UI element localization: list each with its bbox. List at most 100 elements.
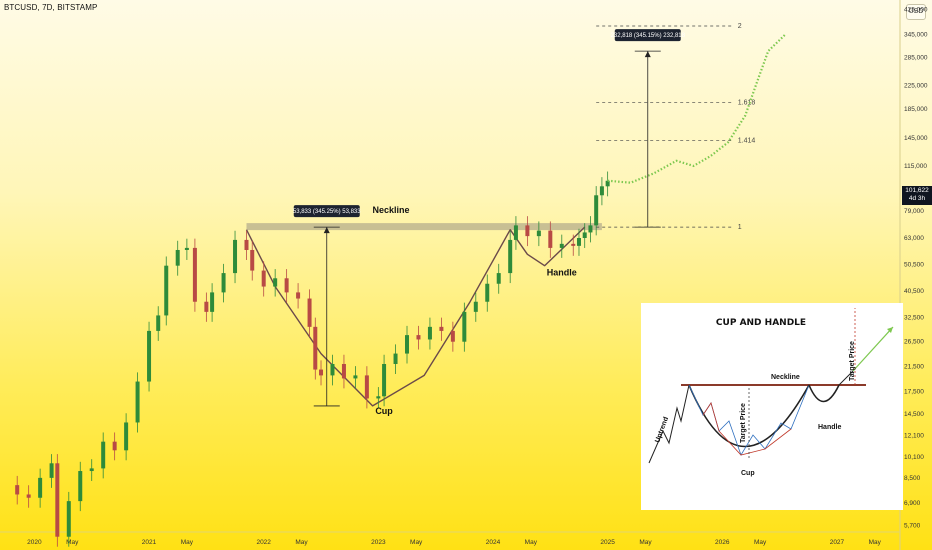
measure-cup-tooltip: 53,833 (345.25%) 53,833 [293,209,361,215]
x-tick-label: 2023 [371,539,386,546]
measure-target-tooltip: 232,818 (345.15%) 232,818 [611,33,686,39]
candle-body [496,273,501,284]
x-tick-label: May [754,539,767,546]
inset-cup-curve [688,384,810,448]
candle-body [508,239,513,274]
x-tick-label: 2024 [486,539,501,546]
candle-body [605,180,610,187]
countdown-value: 4d 3h [908,195,926,202]
y-tick-label: 14,500 [904,411,924,418]
candle-body [221,273,226,293]
inset-arrow-head [887,327,893,333]
candle-body [599,186,604,196]
candle-body [210,292,215,312]
candle-body [330,363,335,376]
y-tick-label: 285,000 [904,54,928,61]
candle-body [66,501,71,537]
y-tick-label: 345,000 [904,31,928,38]
fib-level-label: 1 [738,224,742,231]
candle-body [184,247,189,250]
candle-body [164,265,169,316]
candle-body [284,278,289,293]
candle-body [513,225,518,240]
last-price-label: 101,622 4d 3h [902,186,932,205]
candle-body [89,468,94,472]
y-tick-label: 115,000 [904,163,927,170]
candle-body [204,301,209,312]
symbol-header[interactable]: BTCUSD, 7D, BITSTAMP [4,3,98,12]
y-tick-label: 10,100 [904,454,924,461]
x-tick-label: 2026 [715,539,730,546]
candle-body [439,326,444,331]
x-tick-label: 2027 [830,539,845,546]
candle-body [364,375,369,399]
y-tick-label: 425,000 [904,6,928,13]
candle-body [55,463,60,537]
measure-cup-arrow [323,227,330,234]
inset-cup-label: Cup [741,470,755,477]
fib-level-label: 1.618 [738,100,756,107]
measure-cup-tooltip-box [293,205,360,218]
y-tick-label: 40,500 [904,288,924,295]
x-tick-label: 2021 [142,539,157,546]
fib-level-label: 1.414 [738,138,756,145]
candle-body [319,369,324,376]
y-tick-label: 32,500 [904,314,924,321]
cup-handle-curve [245,226,586,407]
inset-handle-curve [808,384,840,403]
candle-body [525,225,530,237]
last-price-value: 101,622 [905,187,929,194]
candle-body [313,326,318,370]
candle-body [450,330,455,342]
inset-uptrend-path [648,384,690,464]
inset-diagram: CUP AND HANDLE Uptrend Target Price Targ… [648,308,894,477]
x-tick-label: May [410,539,423,546]
y-tick-label: 185,000 [904,106,928,113]
candle-body [548,230,553,248]
candle-body [175,249,180,266]
y-tick-label: 79,000 [904,208,924,215]
candle-body [273,278,278,287]
candle-body [26,494,31,498]
projection-path [607,33,787,184]
x-tick-label: May [66,539,79,546]
candle-body [485,283,490,302]
x-tick-label: 2022 [256,539,271,546]
neckline-label: Neckline [372,205,409,215]
candle-body [156,315,161,331]
candle-body [307,298,312,327]
x-tick-label: 2025 [600,539,615,546]
candle-body [353,375,358,379]
measure-target-arrow [644,51,651,58]
pattern-label: Handle [547,268,577,278]
y-tick-label: 225,000 [904,83,928,90]
inset-projection-line [852,326,894,372]
inset-title: CUP AND HANDLE [716,318,806,328]
x-tick-label: 2020 [27,539,42,546]
candle-body [559,243,564,248]
currency-badge[interactable]: USD [906,4,926,20]
candle-body [135,381,140,423]
inset-handle-label: Handle [818,424,841,431]
x-tick-label: May [181,539,194,546]
candle-body [250,249,255,271]
candle-body [376,396,381,399]
candle-body [588,225,593,233]
cup-handle-inset: CUP AND HANDLE Uptrend Target Price Targ… [641,303,903,510]
candle-body [261,270,266,287]
inset-target-label-2: Target Price [849,341,856,381]
y-tick-label: 5,700 [904,523,921,530]
measure-target-tooltip-box [614,29,681,42]
candle-body [38,477,43,498]
inset-neckline-label: Neckline [771,374,800,381]
x-tick-label: May [639,539,652,546]
candle-body [15,485,20,495]
candle-body [427,326,432,340]
candle-body [233,239,238,274]
candle-body [101,441,106,469]
candle-body [147,330,152,382]
neckline-band [246,223,602,231]
candle-body [382,363,387,397]
